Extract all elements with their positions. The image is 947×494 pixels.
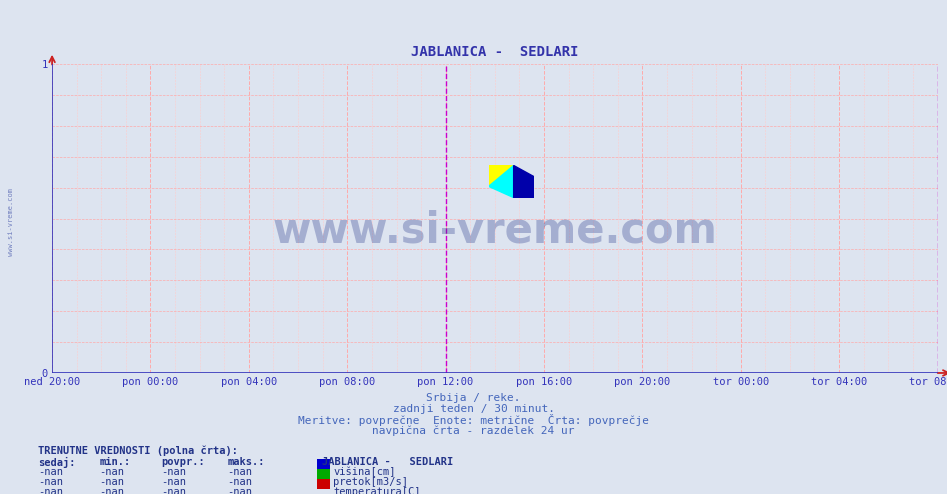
Text: www.si-vreme.com: www.si-vreme.com <box>273 210 717 252</box>
Polygon shape <box>513 165 534 198</box>
Text: -nan: -nan <box>99 477 124 487</box>
Text: -nan: -nan <box>161 487 186 494</box>
Text: TRENUTNE VREDNOSTI (polna črta):: TRENUTNE VREDNOSTI (polna črta): <box>38 446 238 456</box>
Text: -nan: -nan <box>99 467 124 477</box>
Text: JABLANICA -   SEDLARI: JABLANICA - SEDLARI <box>322 457 454 467</box>
Text: višina[cm]: višina[cm] <box>333 467 396 477</box>
Text: zadnji teden / 30 minut.: zadnji teden / 30 minut. <box>392 404 555 413</box>
Text: povpr.:: povpr.: <box>161 457 205 467</box>
Text: -nan: -nan <box>99 487 124 494</box>
Text: -nan: -nan <box>227 477 252 487</box>
Text: sedaj:: sedaj: <box>38 457 76 468</box>
Text: -nan: -nan <box>227 467 252 477</box>
Text: www.si-vreme.com: www.si-vreme.com <box>9 188 14 256</box>
Text: min.:: min.: <box>99 457 131 467</box>
Polygon shape <box>489 165 513 186</box>
Text: temperatura[C]: temperatura[C] <box>333 487 420 494</box>
Text: Srbija / reke.: Srbija / reke. <box>426 393 521 403</box>
Text: -nan: -nan <box>38 487 63 494</box>
Text: -nan: -nan <box>38 477 63 487</box>
Text: -nan: -nan <box>38 467 63 477</box>
Text: -nan: -nan <box>161 477 186 487</box>
Text: navpična črta - razdelek 24 ur: navpična črta - razdelek 24 ur <box>372 425 575 436</box>
Text: -nan: -nan <box>227 487 252 494</box>
Text: Meritve: povprečne  Enote: metrične  Črta: povprečje: Meritve: povprečne Enote: metrične Črta:… <box>298 414 649 426</box>
Polygon shape <box>489 165 513 198</box>
Text: -nan: -nan <box>161 467 186 477</box>
Text: maks.:: maks.: <box>227 457 265 467</box>
Title: JABLANICA -  SEDLARI: JABLANICA - SEDLARI <box>411 45 579 59</box>
Text: pretok[m3/s]: pretok[m3/s] <box>333 477 408 487</box>
